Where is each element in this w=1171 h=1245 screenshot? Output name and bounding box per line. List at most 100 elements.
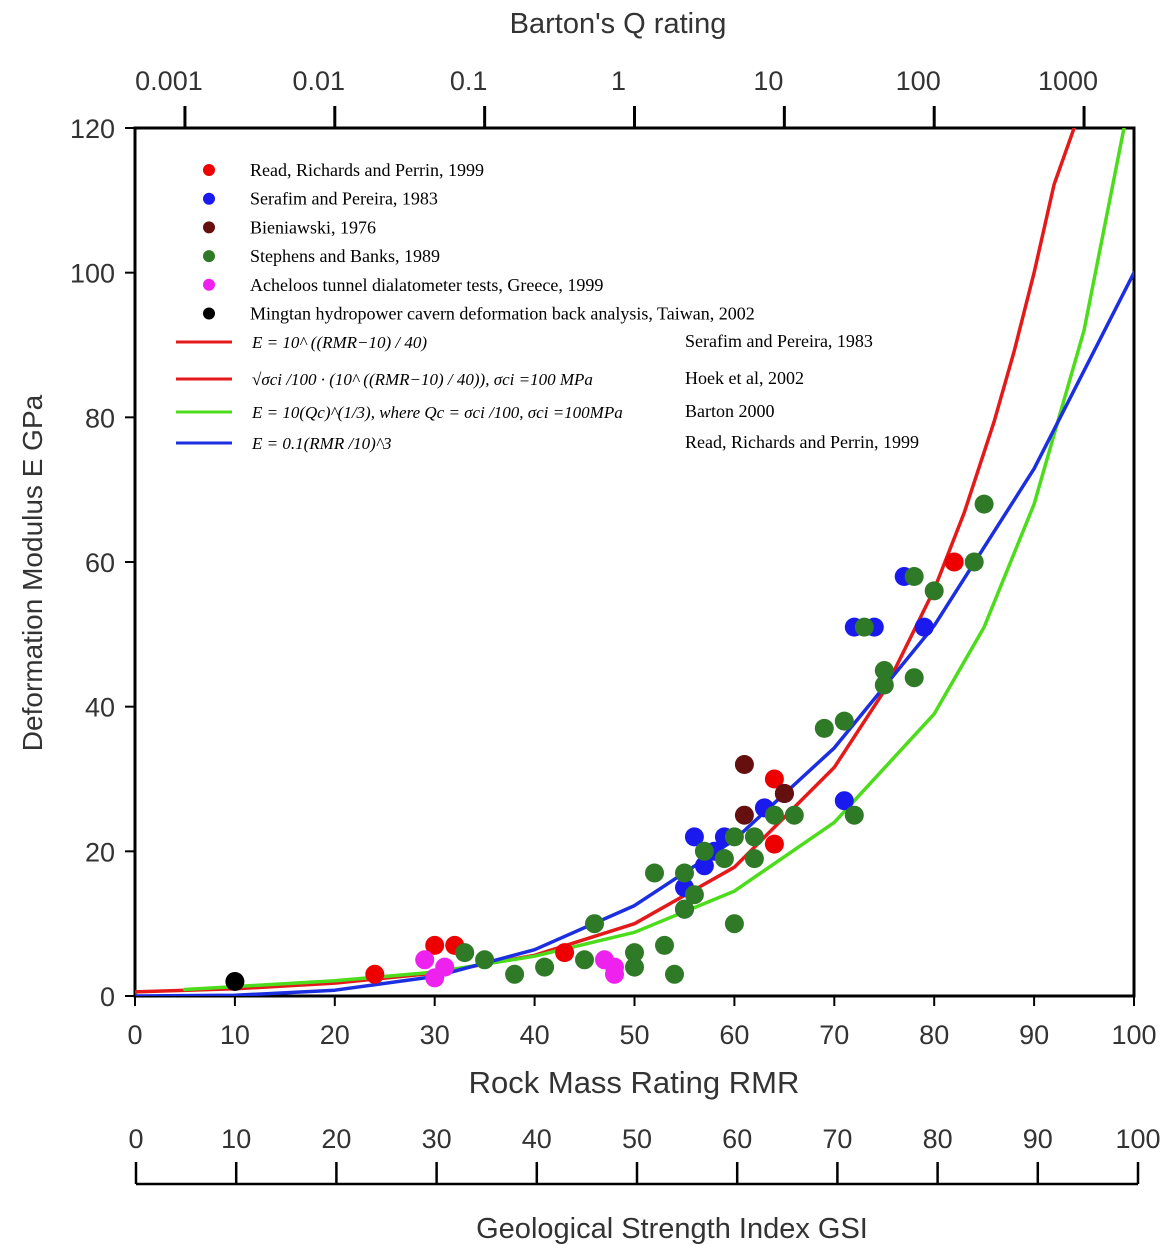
data-point bbox=[655, 935, 674, 955]
x-axis-title: Rock Mass Rating RMR bbox=[469, 1065, 800, 1100]
legend: Read, Richards and Perrin, 1999 Serafim a… bbox=[176, 160, 919, 453]
data-point bbox=[774, 784, 794, 803]
legend-formula: √σci /100 · (10^ ((RMR−10) / 40)), σci =… bbox=[252, 370, 593, 389]
data-point bbox=[415, 950, 435, 970]
gsi-tick-label: 80 bbox=[923, 1124, 953, 1154]
data-point bbox=[555, 943, 575, 963]
data-point bbox=[724, 827, 744, 847]
data-point bbox=[684, 827, 704, 847]
data-point bbox=[585, 914, 604, 934]
legend-marker bbox=[203, 164, 215, 176]
x-tick-label: 70 bbox=[819, 1020, 849, 1050]
x-tick-label: 80 bbox=[919, 1020, 949, 1050]
data-point bbox=[665, 964, 684, 984]
data-point bbox=[904, 668, 924, 688]
y-tick-label: 0 bbox=[100, 982, 115, 1012]
legend-source: Read, Richards and Perrin, 1999 bbox=[685, 432, 919, 452]
q-tick-label: 1000 bbox=[1038, 66, 1098, 96]
data-point bbox=[675, 899, 694, 919]
legend-label: Read, Richards and Perrin, 1999 bbox=[250, 160, 484, 180]
q-tick-label: 0.001 bbox=[135, 66, 203, 96]
q-tick-label: 0.01 bbox=[293, 66, 346, 96]
gsi-tick-label: 20 bbox=[321, 1124, 351, 1154]
q-tick-label: 10 bbox=[753, 66, 783, 96]
legend-marker bbox=[203, 250, 215, 263]
data-point bbox=[455, 943, 475, 963]
gsi-tick-label: 90 bbox=[1023, 1124, 1053, 1154]
data-point bbox=[814, 718, 834, 738]
data-point bbox=[784, 805, 804, 825]
data-point bbox=[854, 617, 874, 637]
data-point bbox=[764, 769, 784, 789]
q-tick-label: 0.1 bbox=[450, 66, 488, 96]
data-point bbox=[844, 805, 864, 825]
data-point bbox=[974, 494, 994, 514]
gsi-tick-label: 10 bbox=[221, 1124, 251, 1154]
x-tick-label: 60 bbox=[719, 1020, 749, 1050]
legend-label: Serafim and Pereira, 1983 bbox=[250, 189, 438, 209]
data-point bbox=[714, 849, 734, 869]
data-point bbox=[734, 805, 754, 825]
legend-source: Serafim and Pereira, 1983 bbox=[685, 331, 873, 351]
legend-marker bbox=[203, 221, 215, 234]
data-point bbox=[684, 885, 704, 905]
data-point bbox=[834, 711, 854, 731]
data-point bbox=[764, 834, 784, 854]
x-tick-label: 20 bbox=[320, 1020, 350, 1050]
y-tick-label: 60 bbox=[85, 548, 115, 578]
legend-source: Barton 2000 bbox=[685, 401, 775, 421]
legend-formula: E = 0.1(RMR /10)^3 bbox=[251, 434, 392, 453]
y-tick-label: 100 bbox=[70, 259, 115, 289]
data-point bbox=[475, 950, 495, 970]
data-point bbox=[904, 567, 924, 586]
y-tick-label: 80 bbox=[85, 403, 115, 433]
legend-formula: E = 10^ ((RMR−10) / 40) bbox=[251, 333, 427, 352]
data-point bbox=[625, 943, 644, 963]
y-tick-label: 20 bbox=[85, 837, 115, 867]
data-point bbox=[734, 755, 754, 774]
data-point bbox=[744, 827, 764, 847]
gsi-tick-label: 60 bbox=[722, 1124, 752, 1154]
data-point bbox=[365, 964, 385, 984]
x-axis: 0 10 20 30 40 50 60 70 80 90 100 bbox=[127, 996, 1157, 1050]
data-point bbox=[225, 972, 245, 991]
data-point bbox=[924, 581, 944, 601]
data-point bbox=[535, 957, 555, 977]
x-tick-label: 90 bbox=[1019, 1020, 1049, 1050]
y-tick-label: 40 bbox=[85, 693, 115, 723]
data-point bbox=[625, 957, 644, 977]
gsi-tick-label: 30 bbox=[422, 1124, 452, 1154]
data-point bbox=[694, 856, 714, 876]
data-point bbox=[944, 552, 964, 572]
x-tick-label: 100 bbox=[1111, 1020, 1156, 1050]
curve-2 bbox=[992, 128, 1076, 424]
data-point bbox=[964, 552, 984, 572]
y-axis-title: Deformation Modulus E GPa bbox=[17, 394, 48, 751]
top-axis-title: Barton's Q rating bbox=[510, 8, 727, 40]
q-tick-label: 100 bbox=[896, 66, 941, 96]
legend-marker bbox=[203, 192, 215, 205]
legend-formula: E = 10(Qc)^(1/3), where Qc = σci /100, σ… bbox=[251, 403, 623, 422]
x-tick-label: 0 bbox=[127, 1020, 142, 1050]
data-point bbox=[605, 964, 624, 984]
data-point bbox=[694, 841, 714, 861]
gsi-tick-label: 50 bbox=[622, 1124, 652, 1154]
curve-4 bbox=[135, 270, 1134, 996]
data-point bbox=[874, 661, 894, 680]
data-point bbox=[914, 617, 934, 637]
data-point bbox=[744, 849, 764, 869]
gsi-tick-label: 40 bbox=[522, 1124, 552, 1154]
x-tick-label: 40 bbox=[520, 1020, 550, 1050]
x-tick-label: 30 bbox=[420, 1020, 450, 1050]
top-q-axis: 0.001 0.01 0.1 1 10 100 1000 bbox=[135, 66, 1098, 128]
legend-label: Mingtan hydropower cavern deformation ba… bbox=[250, 304, 755, 324]
data-point bbox=[425, 935, 445, 955]
gsi-tick-label: 0 bbox=[128, 1124, 143, 1154]
data-point bbox=[505, 964, 525, 984]
legend-label: Acheloos tunnel dialatometer tests, Gree… bbox=[250, 275, 603, 295]
y-tick-label: 120 bbox=[70, 114, 115, 144]
data-point bbox=[575, 950, 594, 970]
legend-source: Hoek et al, 2002 bbox=[685, 368, 804, 388]
legend-marker bbox=[203, 278, 215, 291]
data-point bbox=[724, 914, 744, 934]
